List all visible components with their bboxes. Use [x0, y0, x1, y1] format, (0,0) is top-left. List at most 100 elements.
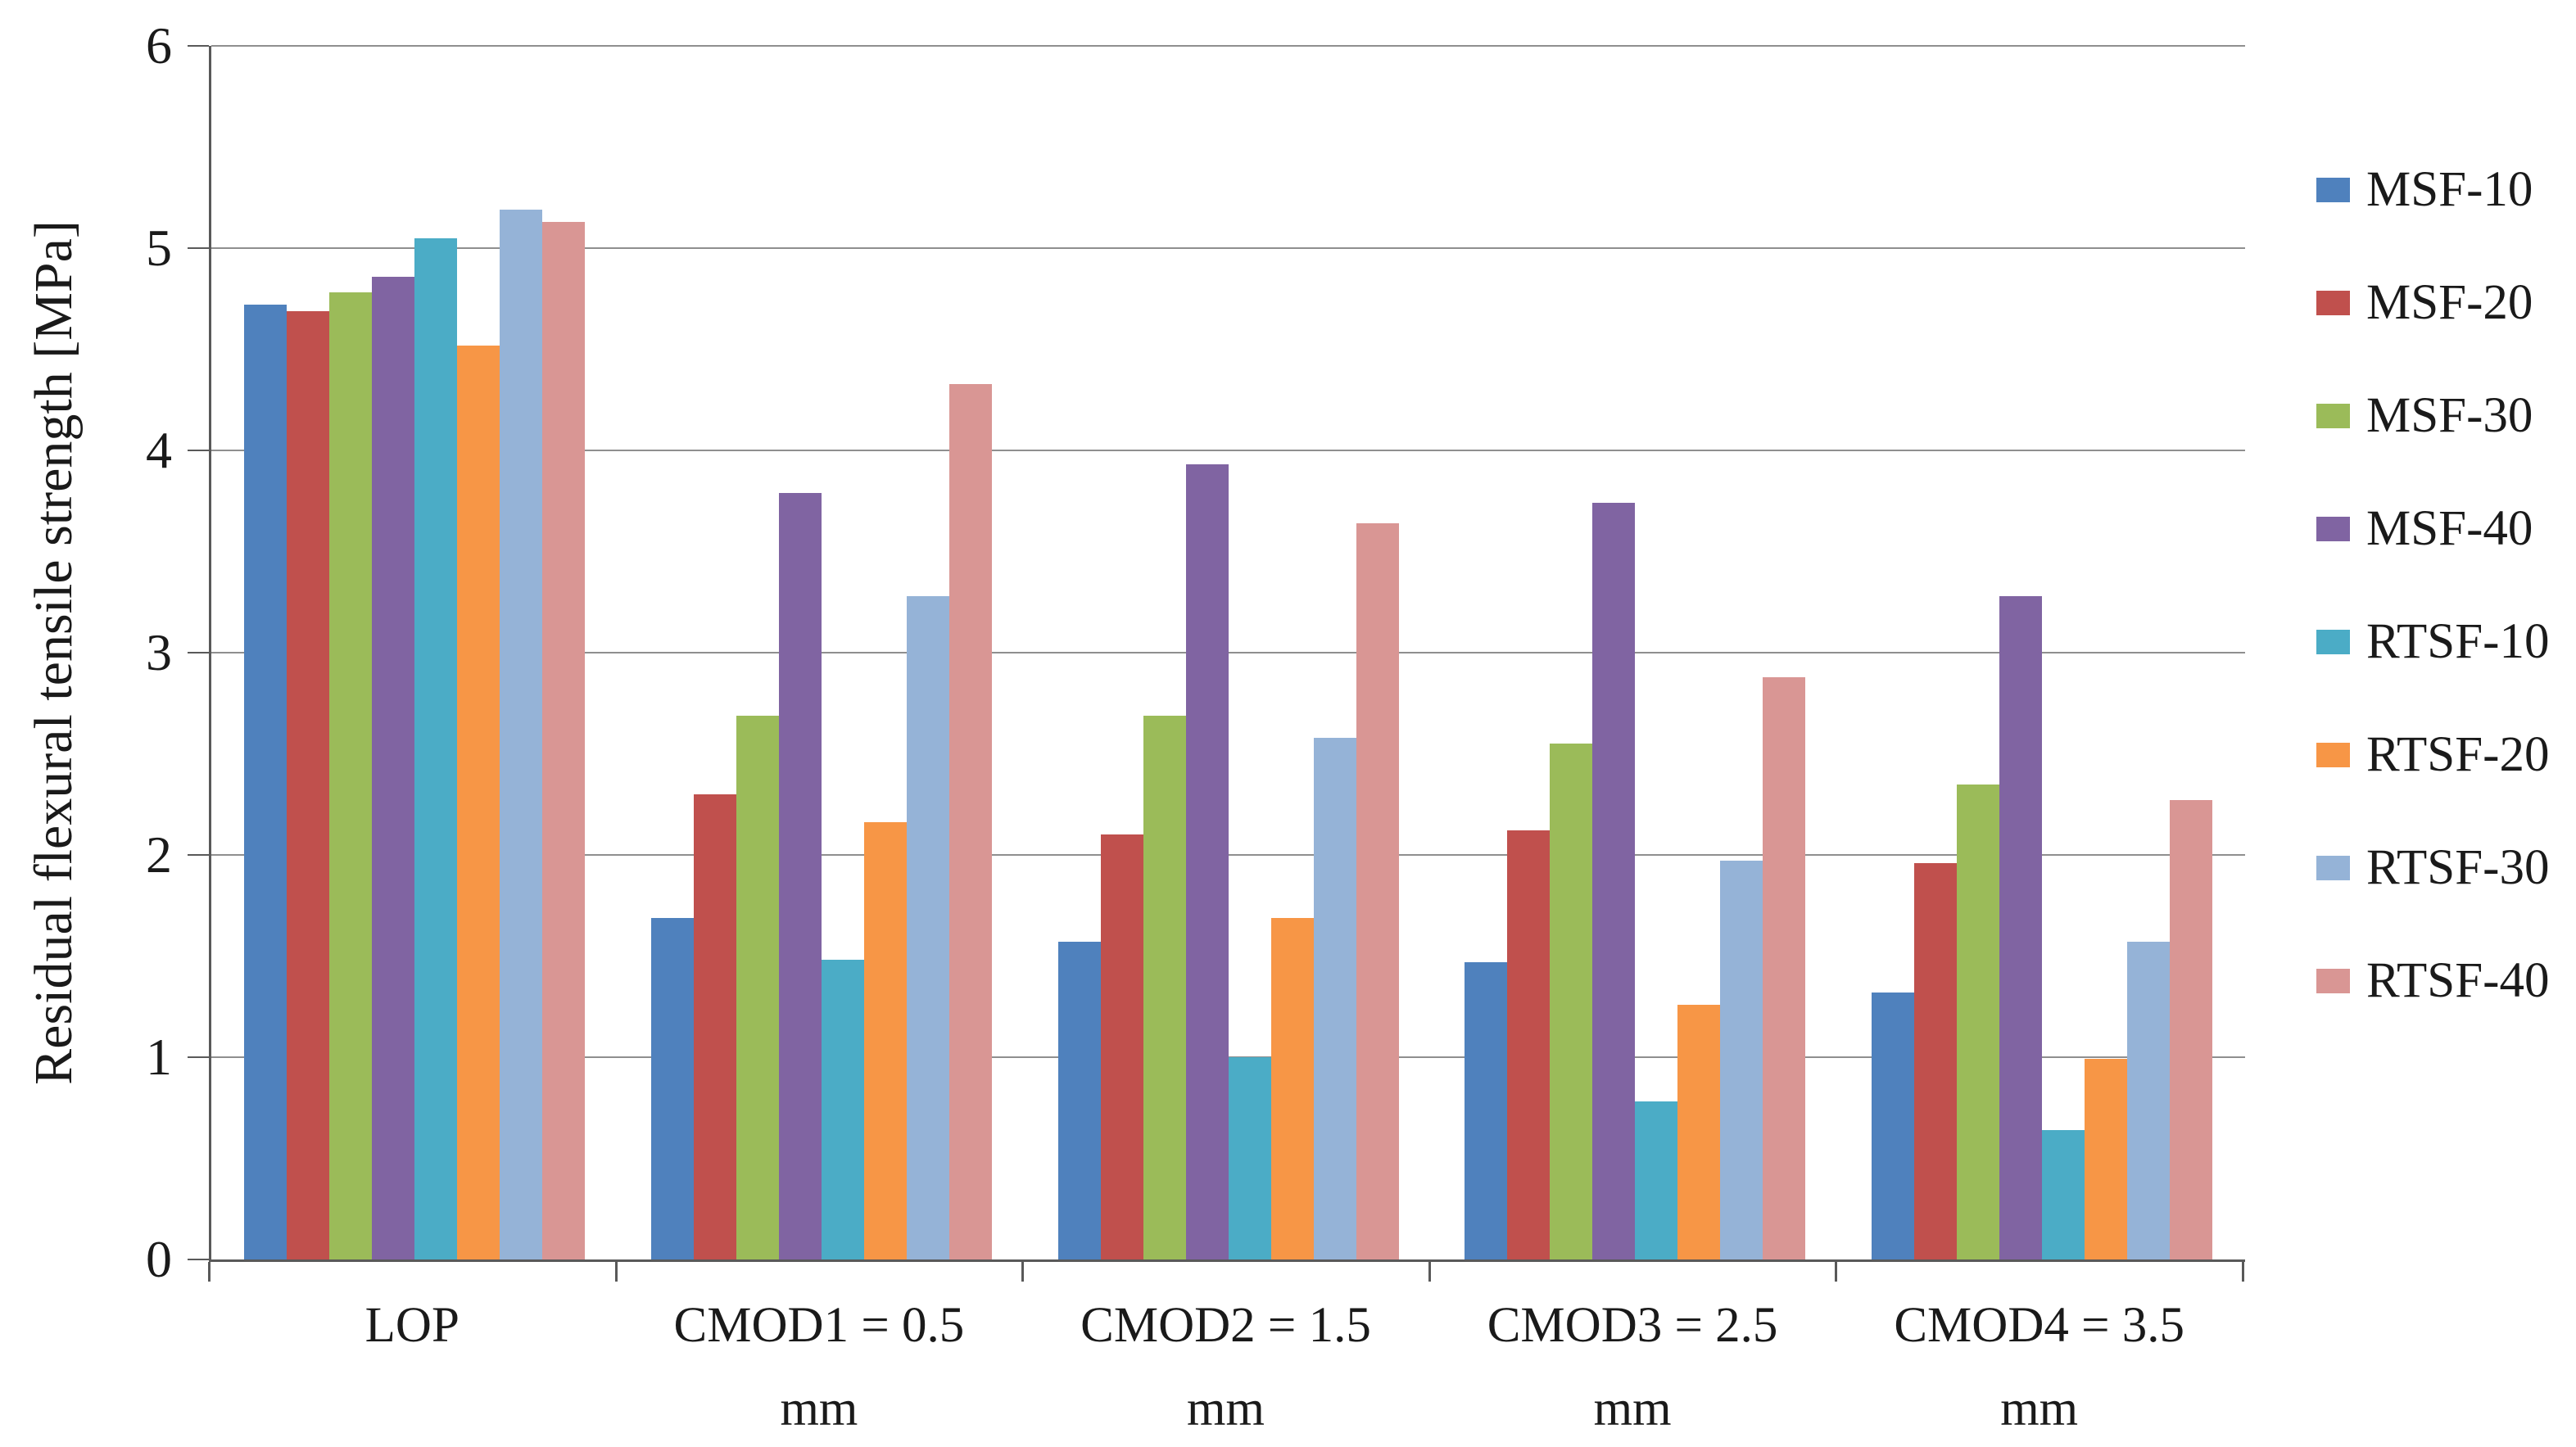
legend-label-MSF-20: MSF-20: [2366, 275, 2533, 330]
legend-label-RTSF-30: RTSF-30: [2366, 840, 2550, 895]
bar-MSF-10-CMOD3: [1465, 961, 1508, 1259]
x-label-line: LOP: [364, 1298, 460, 1353]
bar-MSF-10-CMOD1: [650, 917, 694, 1259]
bar-MSF-20-CMOD1: [693, 794, 736, 1259]
y-tick-label-6: 6: [146, 16, 172, 75]
x-label-line: CMOD3 = 2.5: [1487, 1298, 1778, 1353]
x-tick-mark-5: [2242, 1262, 2244, 1282]
bar-RTSF-10-CMOD4: [2041, 1129, 2085, 1259]
bar-MSF-30-CMOD1: [736, 715, 779, 1259]
x-label-CMOD1: CMOD1 = 0.5 mm: [616, 1284, 1023, 1447]
legend-swatch-RTSF-40: [2316, 969, 2350, 993]
y-tick-mark-5: [188, 247, 209, 249]
legend-item-MSF-10: MSF-10: [2316, 133, 2549, 246]
plot-area: [209, 45, 2245, 1262]
x-label-line: mm: [2000, 1381, 2079, 1437]
bar-MSF-10-CMOD4: [1871, 992, 1914, 1259]
bar-RTSF-20-LOP: [457, 345, 500, 1259]
legend-label-RTSF-40: RTSF-40: [2366, 953, 2550, 1008]
y-tick-label-5: 5: [146, 219, 172, 277]
bar-RTSF-20-CMOD2: [1270, 917, 1314, 1259]
bar-MSF-20-CMOD3: [1507, 830, 1551, 1259]
legend-item-MSF-40: MSF-40: [2316, 473, 2549, 586]
legend-label-RTSF-10: RTSF-10: [2366, 614, 2550, 669]
y-tick-label-3: 3: [146, 623, 172, 681]
bar-MSF-30-LOP: [329, 292, 373, 1259]
bar-MSF-30-CMOD3: [1550, 744, 1593, 1259]
bar-MSF-20-CMOD4: [1913, 862, 1957, 1259]
legend-item-RTSF-40: RTSF-40: [2316, 925, 2549, 1038]
x-label-line: mm: [1593, 1381, 1672, 1437]
legend-item-RTSF-20: RTSF-20: [2316, 699, 2549, 812]
y-tick-mark-3: [188, 652, 209, 653]
bar-RTSF-30-CMOD4: [2126, 942, 2170, 1259]
bar-RTSF-20-CMOD4: [2084, 1059, 2127, 1259]
x-label-LOP: LOP: [209, 1284, 616, 1368]
bar-MSF-40-CMOD2: [1185, 464, 1229, 1259]
y-tick-mark-2: [188, 854, 209, 856]
legend-item-MSF-30: MSF-30: [2316, 359, 2549, 473]
bar-RTSF-30-LOP: [500, 210, 543, 1259]
bar-RTSF-10-CMOD1: [821, 960, 864, 1259]
gridline-y4: [211, 450, 2245, 451]
bar-RTSF-40-LOP: [542, 221, 586, 1259]
bar-MSF-40-LOP: [372, 276, 415, 1259]
legend-swatch-MSF-40: [2316, 517, 2350, 541]
bar-RTSF-40-CMOD2: [1356, 522, 1399, 1259]
gridline-y6: [211, 45, 2245, 47]
x-label-CMOD2: CMOD2 = 1.5 mm: [1022, 1284, 1429, 1447]
legend-item-MSF-20: MSF-20: [2316, 246, 2549, 359]
x-label-line: CMOD1 = 0.5: [673, 1298, 965, 1353]
x-label-CMOD4: CMOD4 = 3.5 mm: [1836, 1284, 2243, 1447]
bar-RTSF-40-CMOD3: [1763, 676, 1806, 1259]
x-tick-mark-1: [614, 1262, 618, 1282]
legend-swatch-RTSF-10: [2316, 630, 2350, 654]
bar-RTSF-30-CMOD2: [1313, 737, 1356, 1259]
legend-swatch-MSF-20: [2316, 291, 2350, 315]
bar-RTSF-20-CMOD3: [1677, 1004, 1721, 1259]
bar-RTSF-30-CMOD1: [906, 595, 949, 1259]
bar-RTSF-20-CMOD1: [863, 822, 907, 1259]
bar-MSF-40-CMOD4: [1999, 595, 2042, 1259]
legend: MSF-10 MSF-20 MSF-30 MSF-40 RTSF-10 RTSF-20 RT…: [2316, 133, 2549, 1038]
bar-MSF-20-LOP: [287, 310, 330, 1259]
y-tick-label-1: 1: [146, 1028, 172, 1086]
legend-label-MSF-30: MSF-30: [2366, 388, 2533, 443]
bar-MSF-10-LOP: [244, 305, 287, 1259]
x-tick-mark-3: [1428, 1262, 1431, 1282]
x-label-line: CMOD4 = 3.5: [1894, 1298, 2185, 1353]
bar-RTSF-30-CMOD3: [1720, 861, 1763, 1259]
gridline-y3: [211, 652, 2245, 653]
gridline-y5: [211, 247, 2245, 249]
bar-RTSF-10-LOP: [414, 237, 458, 1259]
legend-swatch-RTSF-30: [2316, 856, 2350, 880]
x-label-line: CMOD2 = 1.5: [1080, 1298, 1371, 1353]
bar-MSF-30-CMOD4: [1956, 784, 1999, 1259]
y-tick-mark-6: [188, 45, 209, 47]
x-tick-mark-4: [1835, 1262, 1838, 1282]
x-label-CMOD3: CMOD3 = 2.5 mm: [1429, 1284, 1836, 1447]
bar-MSF-10-CMOD2: [1057, 942, 1101, 1259]
y-tick-mark-4: [188, 450, 209, 451]
y-tick-label-2: 2: [146, 825, 172, 884]
bar-RTSF-40-CMOD4: [2169, 800, 2212, 1259]
legend-label-MSF-10: MSF-10: [2366, 162, 2533, 217]
legend-swatch-MSF-30: [2316, 404, 2350, 428]
legend-swatch-MSF-10: [2316, 178, 2350, 202]
legend-label-MSF-40: MSF-40: [2366, 501, 2533, 556]
y-tick-mark-0: [188, 1259, 209, 1260]
legend-item-RTSF-30: RTSF-30: [2316, 812, 2549, 925]
bar-MSF-20-CMOD2: [1100, 834, 1143, 1259]
bar-RTSF-10-CMOD2: [1228, 1057, 1271, 1259]
bar-MSF-40-CMOD3: [1592, 503, 1636, 1259]
bar-RTSF-10-CMOD3: [1635, 1101, 1678, 1259]
y-tick-mark-1: [188, 1056, 209, 1058]
y-tick-label-0: 0: [146, 1230, 172, 1288]
gridline-y2: [211, 854, 2245, 856]
x-label-line: mm: [1187, 1381, 1265, 1437]
y-tick-label-4: 4: [146, 421, 172, 479]
x-tick-mark-2: [1021, 1262, 1025, 1282]
legend-swatch-RTSF-20: [2316, 743, 2350, 767]
x-tick-mark-0: [208, 1262, 211, 1282]
